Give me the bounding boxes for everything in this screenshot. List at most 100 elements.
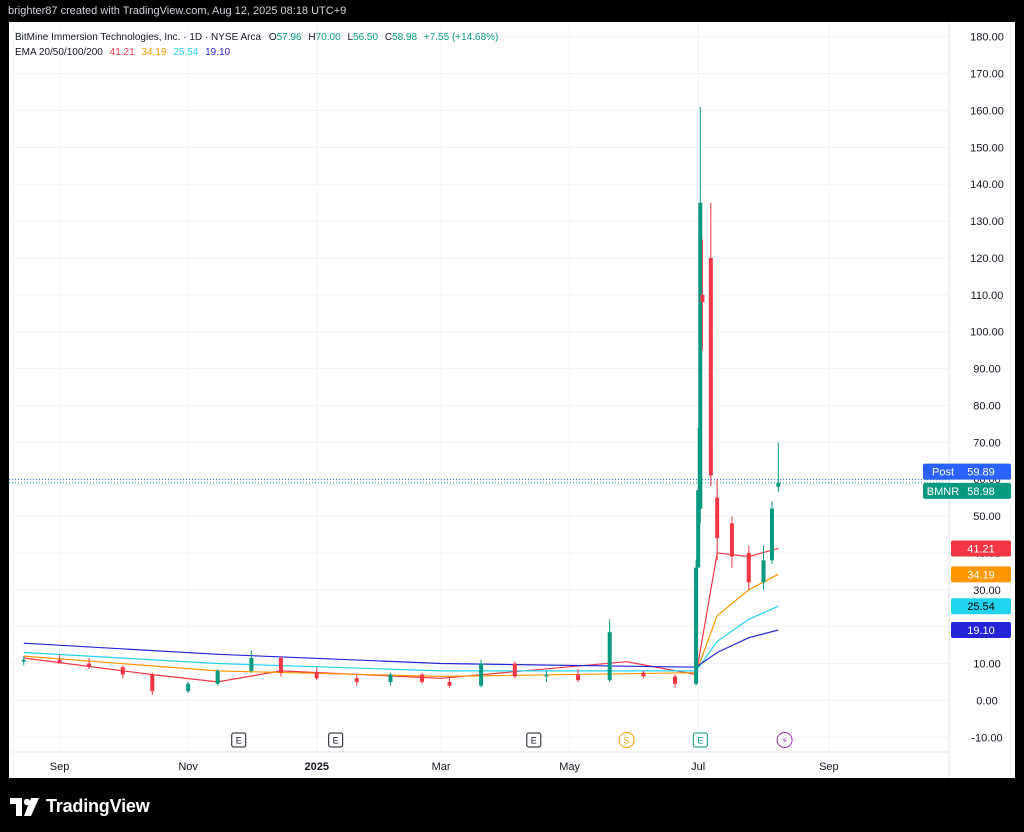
candle: [715, 479, 720, 561]
earnings-marker[interactable]: E: [231, 732, 247, 748]
ema-line-ema200: [23, 629, 779, 668]
symbol-title[interactable]: BitMine Immersion Technologies, Inc. · 1…: [15, 32, 261, 43]
ema100-price-label-value: 25.54: [967, 601, 995, 613]
candle: [746, 545, 751, 590]
grid: [9, 22, 949, 752]
price-axis-labels: Post 59.89 BMNR 58.98 41.21 34.19 25.54 19.10: [923, 463, 1011, 638]
close-value: 58.98: [392, 32, 417, 43]
candle: [576, 669, 581, 682]
high-value: 70.00: [316, 32, 341, 43]
post-price-label-box: [923, 463, 1011, 480]
candle: [354, 674, 359, 686]
time-tick-label: Mar: [432, 761, 451, 773]
candle-body: [576, 674, 581, 681]
ema50-value: 34.19: [141, 47, 166, 58]
price-chart[interactable]: 180.00 170.00 160.00 150.00 140.00 130.00 120.…: [9, 22, 1015, 778]
low-label: L: [347, 32, 353, 43]
candle-body: [746, 552, 751, 583]
candle-body: [354, 678, 359, 682]
candle: [186, 681, 191, 694]
candle: [215, 669, 220, 686]
candle-body: [278, 657, 283, 673]
candle-body: [388, 674, 393, 682]
ema100-price-label-box: [951, 598, 1011, 615]
event-marker-letter: ⚡: [781, 736, 787, 746]
event-marker-circle: [776, 732, 793, 748]
ema200-price-label-box: [951, 621, 1011, 638]
earnings-marker[interactable]: E: [328, 732, 344, 748]
candle-body: [776, 482, 781, 487]
candle: [249, 650, 254, 673]
candle-body: [215, 670, 220, 684]
candle: [314, 667, 319, 681]
candle: [641, 670, 646, 679]
open-label: O: [269, 32, 277, 43]
candle: [512, 661, 517, 679]
ema50-price-label: 34.19: [951, 566, 1011, 583]
candle-body: [150, 674, 155, 692]
low-value: 56.50: [353, 32, 378, 43]
candle-body: [512, 663, 517, 677]
candle: [544, 670, 549, 682]
time-tick-label: Sep: [819, 761, 839, 773]
ema200-price-label-value: 19.10: [967, 625, 995, 637]
footer: TradingView: [0, 790, 1024, 822]
price-tick-label: 10.00: [973, 659, 1001, 671]
symbol-price-label-box: [923, 482, 1011, 499]
earnings-marker[interactable]: E: [692, 732, 708, 748]
time-tick-label: Nov: [178, 761, 198, 773]
earnings-marker-box: [231, 732, 247, 748]
ema-lines: [23, 547, 779, 683]
event-markers: E E E S E ⚡: [231, 732, 793, 748]
candle: [776, 442, 781, 493]
candle: [696, 427, 701, 568]
price-tick-label: 180.00: [970, 32, 1004, 44]
ema20-price-label: 41.21: [951, 540, 1011, 557]
price-tick-label: 160.00: [970, 105, 1004, 117]
earnings-marker[interactable]: E: [526, 732, 542, 748]
candle-body: [314, 672, 319, 679]
time-axis[interactable]: Sep Nov 2025 Mar May Jul Sep: [50, 761, 839, 773]
candle-body: [447, 681, 452, 686]
candle: [729, 516, 734, 568]
candle-body: [694, 567, 699, 684]
candle: [57, 654, 62, 664]
candle-body: [708, 257, 713, 476]
open-value: 57.96: [277, 32, 302, 43]
earnings-marker-box: [328, 732, 344, 748]
earnings-marker-box: [692, 732, 708, 748]
event-marker-circle: [618, 732, 635, 748]
candle-body: [698, 202, 703, 509]
candle: [447, 678, 452, 688]
split-marker[interactable]: S: [618, 732, 635, 748]
price-tick-label: 140.00: [970, 179, 1004, 191]
ema50-price-label-box: [951, 566, 1011, 583]
candle: [87, 657, 92, 670]
tradingview-logo-icon: [10, 797, 39, 816]
ema200-price-label: 19.10: [951, 621, 1011, 638]
price-tick-label: 80.00: [973, 400, 1001, 412]
candle: [420, 672, 425, 684]
close-label: C: [385, 32, 392, 43]
price-tick-label: 70.00: [973, 437, 1001, 449]
candle-body: [87, 663, 92, 668]
tradingview-logo[interactable]: TradingView: [10, 796, 150, 817]
dividend-marker[interactable]: ⚡: [776, 732, 793, 748]
price-tick-label: 150.00: [970, 142, 1004, 154]
post-price-label: Post 59.89: [923, 463, 1011, 480]
candle: [21, 656, 26, 666]
chart-frame[interactable]: 180.00 170.00 160.00 150.00 140.00 130.00 120.…: [9, 22, 1015, 778]
symbol-price-label-tag: BMNR: [927, 486, 959, 498]
candle-body: [696, 490, 701, 568]
candle: [769, 501, 774, 564]
post-price-label-tag: Post: [932, 467, 954, 479]
candle-body: [715, 497, 720, 539]
ema-indicator-title[interactable]: EMA 20/50/100/200: [15, 47, 103, 58]
candle-body: [769, 508, 774, 561]
credit-text: brighter87 created with TradingView.com,…: [8, 5, 347, 17]
candle-body: [57, 659, 62, 664]
candle-body: [420, 674, 425, 682]
credit-bar: brighter87 created with TradingView.com,…: [0, 0, 1024, 22]
time-tick-label: 2025: [304, 761, 328, 773]
event-marker-letter: E: [236, 736, 242, 746]
